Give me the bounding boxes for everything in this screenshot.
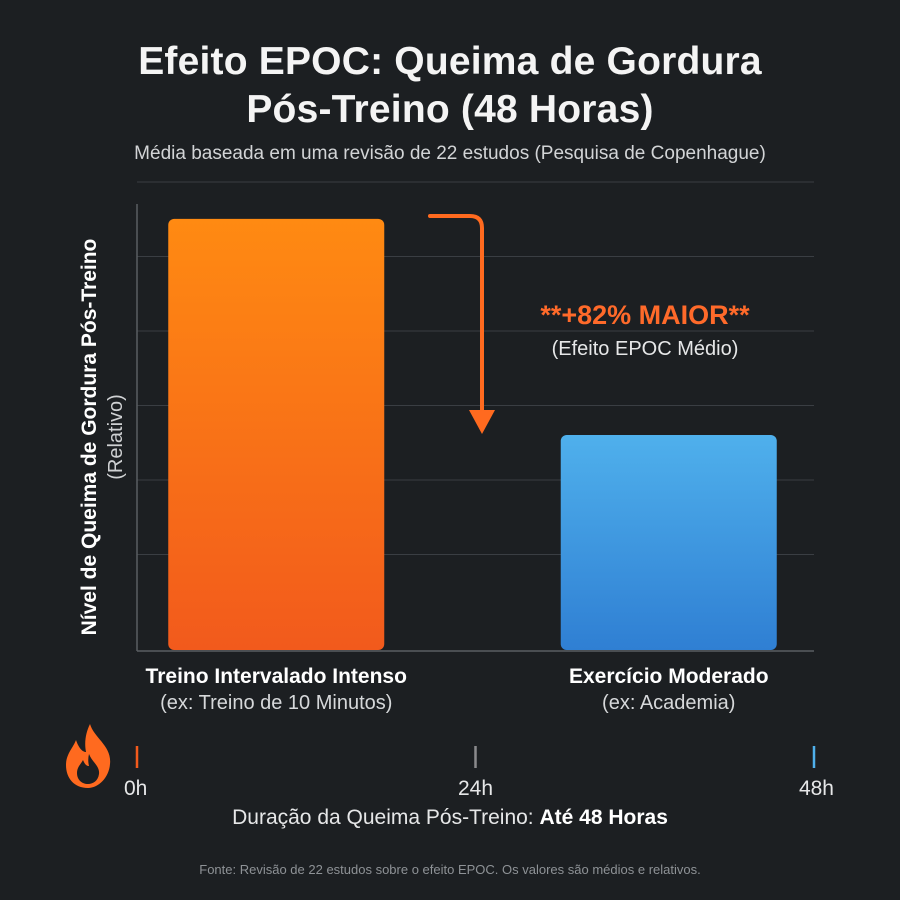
flame-icon [66,724,111,788]
bar-hiit [168,218,385,650]
title-line-1: Efeito EPOC: Queima de Gordura [138,40,762,83]
arrow-head-icon [469,410,495,434]
y-axis-unit: (Relativo) [105,394,127,480]
comparison-annotation: **+82% MAIOR** (Efeito EPOC Médio) [428,214,750,434]
timeline-tick-label: 48h [799,777,834,800]
x-tick-label: Exercício Moderado [569,665,769,688]
source-footnote: Fonte: Revisão de 22 estudos sobre o efe… [199,862,701,877]
bars [168,218,777,650]
title-line-2: Pós-Treino (48 Horas) [246,88,654,131]
timeline-caption-prefix: Duração da Queima Pós-Treino: [232,806,540,829]
chart-title: Efeito EPOC: Queima de Gordura Pós-Trein… [0,38,900,134]
x-axis-labels: Treino Intervalado Intenso (ex: Treino de… [146,665,769,714]
y-axis-title: Nível de Queima de Gordura Pós-Treino [78,239,101,636]
y-axis-label: Nível de Queima de Gordura Pós-Treino (R… [78,239,127,636]
timeline: 0h 24h 48h [66,724,834,800]
comparison-arrow [428,214,484,414]
x-tick-label: Treino Intervalado Intenso [146,665,407,688]
axes [136,204,814,652]
annotation-sublabel: (Efeito EPOC Médio) [552,338,739,360]
chart-subtitle: Média baseada em uma revisão de 22 estud… [134,143,766,164]
bar-moderate [560,434,777,650]
annotation-label: **+82% MAIOR** [540,300,750,330]
timeline-ticks: 0h 24h 48h [124,746,834,800]
timeline-caption-bold: Até 48 Horas [539,806,668,829]
x-tick-sublabel: (ex: Academia) [602,692,735,714]
timeline-caption: Duração da Queima Pós-Treino: Até 48 Hor… [0,806,900,830]
timeline-tick-label: 24h [458,777,493,800]
x-tick-sublabel: (ex: Treino de 10 Minutos) [160,692,392,714]
timeline-tick-label: 0h [124,777,147,800]
